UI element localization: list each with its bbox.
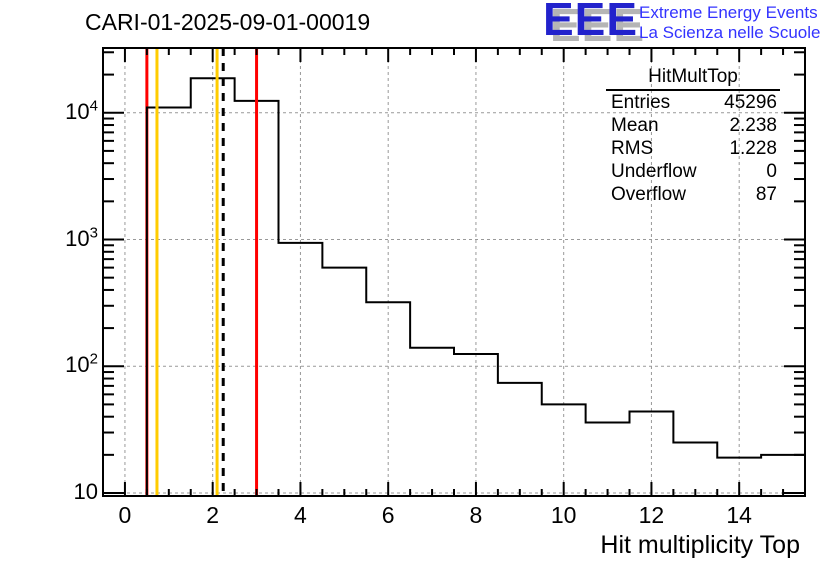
y-tick-label: 104 <box>65 97 98 124</box>
stats-value: 2.238 <box>729 115 777 136</box>
x-tick-label: 14 <box>726 502 752 528</box>
eee-logo: EEE <box>543 0 639 45</box>
stats-row-overflow: Overflow 87 <box>606 183 780 206</box>
y-tick-label: 103 <box>65 224 98 251</box>
stats-value: 45296 <box>724 92 777 113</box>
x-tick-label: 0 <box>118 502 132 528</box>
stats-box: HitMultTop Entries 45296 Mean 2.238 RMS … <box>606 66 780 206</box>
stats-label: Underflow <box>611 161 697 182</box>
y-tick-label: 102 <box>65 350 98 378</box>
stats-row-entries: Entries 45296 <box>606 91 780 114</box>
stats-row-underflow: Underflow 0 <box>606 160 780 183</box>
stats-row-mean: Mean 2.238 <box>606 114 780 137</box>
stats-title: HitMultTop <box>606 66 780 91</box>
logo-text-line2: La Scienza nelle Scuole <box>639 23 821 42</box>
x-tick-label: 8 <box>469 502 483 528</box>
x-axis-title: Hit multiplicity Top <box>600 531 800 559</box>
x-tick-label: 2 <box>206 502 220 528</box>
plot-title: CARI-01-2025-09-01-00019 <box>85 9 371 35</box>
x-tick-label: 4 <box>294 502 307 528</box>
stats-value: 1.228 <box>729 138 777 159</box>
stats-value: 87 <box>755 184 777 205</box>
stats-row-rms: RMS 1.228 <box>606 137 780 160</box>
stats-value: 0 <box>766 161 777 182</box>
stats-label: RMS <box>611 138 654 159</box>
x-tick-label: 12 <box>638 502 665 528</box>
x-tick-label: 10 <box>550 502 577 528</box>
y-tick-label: 10 <box>73 479 98 504</box>
stats-label: Overflow <box>611 184 686 205</box>
histogram-line <box>103 77 806 497</box>
stats-label: Mean <box>611 115 659 136</box>
x-tick-label: 6 <box>381 502 395 528</box>
stats-label: Entries <box>611 92 671 113</box>
logo-text-line1: Extreme Energy Events <box>639 3 818 22</box>
